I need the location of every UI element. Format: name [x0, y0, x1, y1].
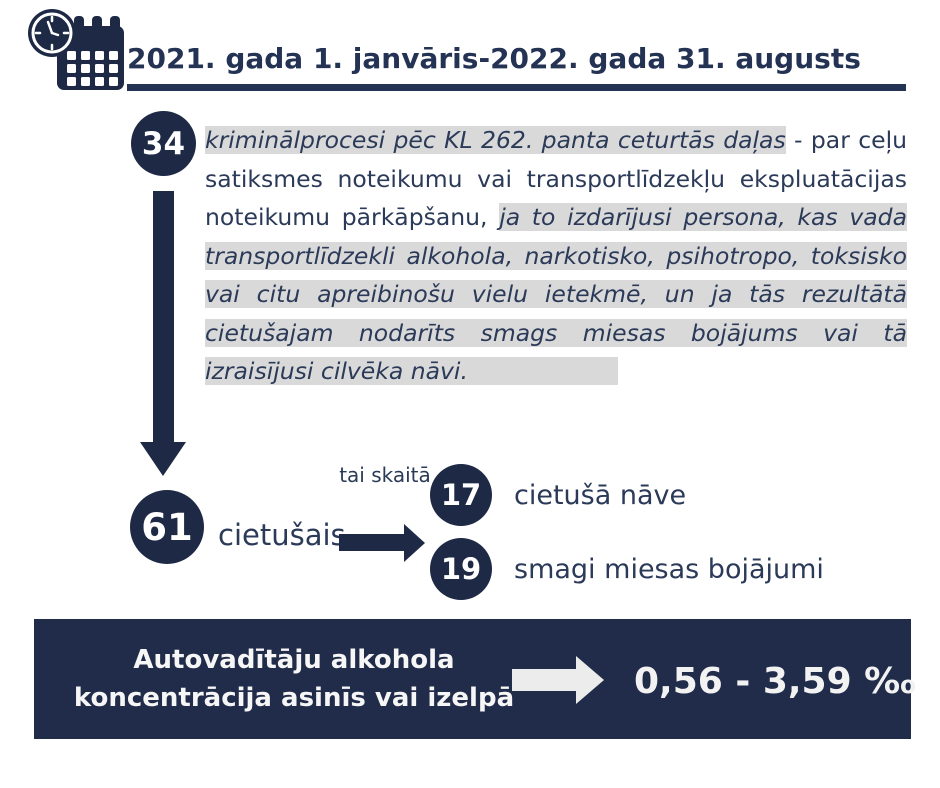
injuries-count-badge: 19 [430, 538, 492, 600]
calendar-clock-icon [26, 6, 124, 100]
victims-count-badge: 61 [130, 490, 204, 564]
law-description-text: - par ceļu satiksmes noteikumu vai trans… [205, 126, 908, 231]
banner-arrow-icon [576, 656, 604, 704]
alcohol-concentration-banner: Autovadītāju alkohola koncentrācija asin… [34, 619, 916, 739]
including-label: tai skaitā [339, 463, 431, 487]
deaths-count-badge: 17 [430, 464, 492, 526]
down-arrow-shaft [153, 191, 174, 442]
banner-label: Autovadītāju alkohola koncentrācija asin… [73, 645, 515, 713]
victims-label: cietušais [218, 518, 346, 552]
law-article-highlight: kriminālprocesi pēc KL 262. panta ceturt… [205, 126, 786, 154]
injuries-label: smagi miesas bojājumi [514, 554, 824, 585]
page-title: 2021. gada 1. janvāris-2022. gada 31. au… [127, 42, 861, 75]
deaths-label: cietušā nāve [514, 480, 687, 511]
law-description-paragraph: kriminālprocesi pēc KL 262. panta ceturt… [205, 121, 907, 391]
banner-arrow-shaft [512, 669, 576, 691]
banner-value: 0,56 - 3,59 ‰ [634, 661, 917, 702]
criminal-cases-count-badge: 34 [131, 111, 196, 176]
right-arrow-icon [404, 524, 425, 562]
down-arrow-icon [140, 442, 186, 476]
right-arrow-shaft [339, 534, 405, 551]
title-underline [127, 84, 906, 91]
